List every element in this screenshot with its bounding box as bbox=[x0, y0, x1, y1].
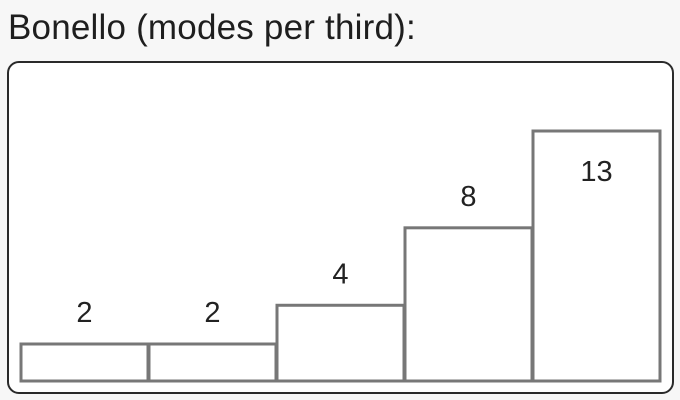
bar-label-4: 8 bbox=[460, 181, 476, 213]
bar-3 bbox=[275, 303, 406, 383]
bar-4 bbox=[403, 226, 534, 383]
chart-title: Bonello (modes per third): bbox=[8, 8, 416, 47]
bar-label-2: 2 bbox=[204, 297, 220, 329]
bar-2 bbox=[147, 342, 278, 383]
bar-label-1: 2 bbox=[76, 297, 92, 329]
bar-5 bbox=[531, 129, 662, 383]
bar-1 bbox=[19, 342, 150, 383]
bar-label-5: 13 bbox=[580, 156, 612, 188]
bar-label-3: 4 bbox=[332, 258, 348, 290]
